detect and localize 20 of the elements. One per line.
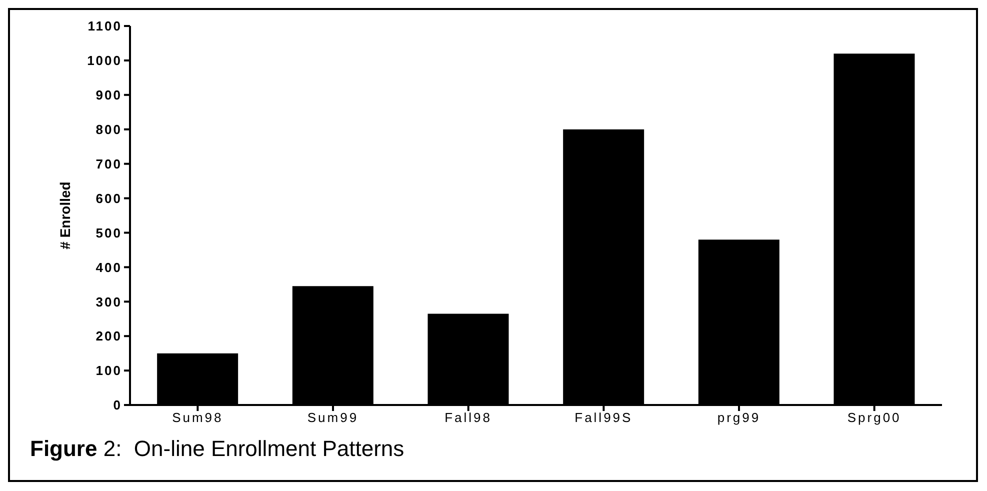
x-tick-label: Sum99	[307, 410, 359, 426]
x-tick-label: Sprg00	[847, 410, 902, 426]
y-tick-label: 200	[96, 328, 122, 344]
y-axis-title: # Enrolled	[56, 182, 73, 250]
y-tick-label: 800	[96, 122, 122, 137]
y-tick-label: 300	[96, 294, 122, 310]
y-tick-label: 0	[113, 398, 122, 413]
y-tick-label: 500	[96, 225, 122, 240]
y-tick-label: 100	[96, 363, 122, 378]
x-tick-label: prg99	[717, 410, 761, 426]
y-tick-label: 1000	[87, 53, 122, 68]
y-tick-label: 400	[96, 260, 122, 275]
y-tick-label: 600	[96, 190, 122, 206]
y-tick-label: 900	[96, 88, 122, 103]
text: Figure 2: On-line Enrollment Patterns	[30, 436, 404, 462]
x-tick-label: Fall99S	[574, 410, 633, 426]
y-tick-label: 1100	[88, 18, 122, 34]
x-tick-label: Fall98	[444, 410, 492, 426]
x-tick-label: Sum98	[172, 410, 224, 426]
y-tick-label: 700	[96, 156, 122, 172]
